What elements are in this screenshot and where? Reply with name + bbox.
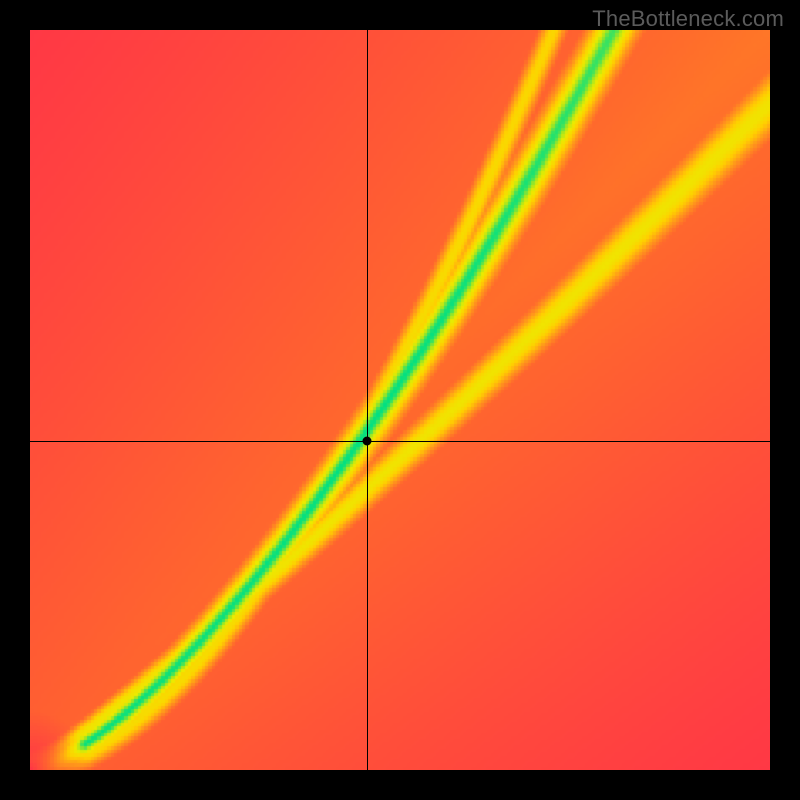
crosshair-horizontal [30, 441, 770, 442]
watermark: TheBottleneck.com [592, 6, 784, 32]
plot-area [30, 30, 770, 770]
crosshair-vertical [367, 30, 368, 770]
selection-marker-dot [362, 436, 371, 445]
bottleneck-heatmap [30, 30, 770, 770]
